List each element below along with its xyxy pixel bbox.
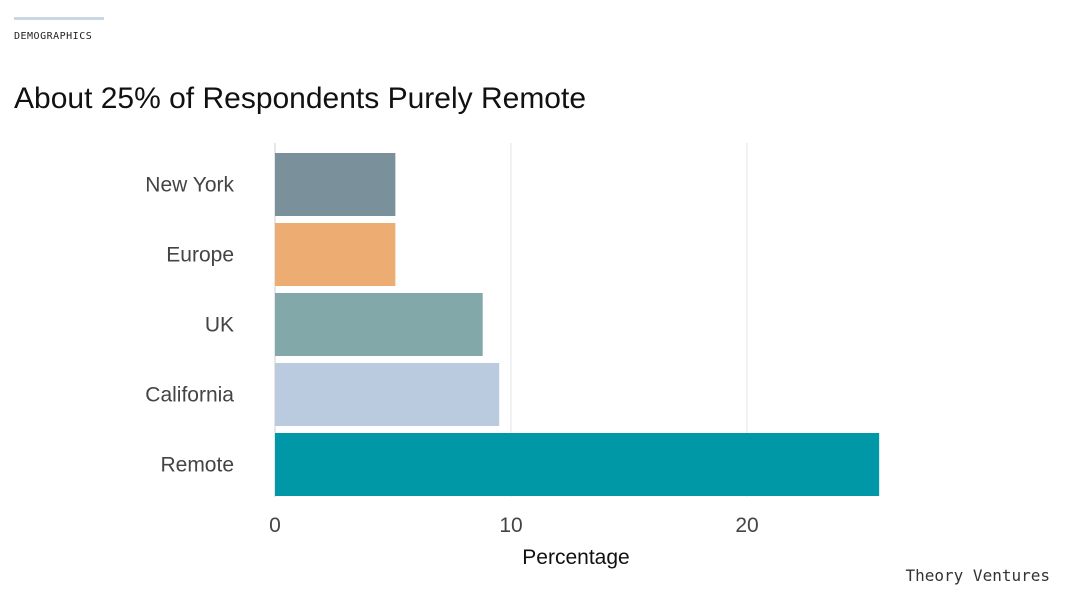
category-label: Remote (160, 454, 234, 477)
page-title: About 25% of Respondents Purely Remote (14, 82, 587, 115)
brand-name: Theory Ventures (905, 566, 1051, 585)
category-label: UK (205, 314, 234, 337)
bar-new-york (275, 153, 396, 216)
x-axis-label: Percentage (522, 546, 629, 569)
x-tick-label: 20 (735, 514, 758, 537)
bar-remote (275, 433, 880, 496)
bar-uk (275, 293, 483, 356)
category-label: New York (145, 174, 234, 197)
category-label: California (145, 384, 234, 407)
category-label: Europe (166, 244, 234, 267)
x-tick-label: 10 (499, 514, 522, 537)
x-tick-label: 0 (269, 514, 281, 537)
bar-europe (275, 223, 396, 286)
section-label: DEMOGRAPHICS (14, 31, 93, 42)
top-rule (14, 17, 104, 20)
bar-california (275, 363, 500, 426)
